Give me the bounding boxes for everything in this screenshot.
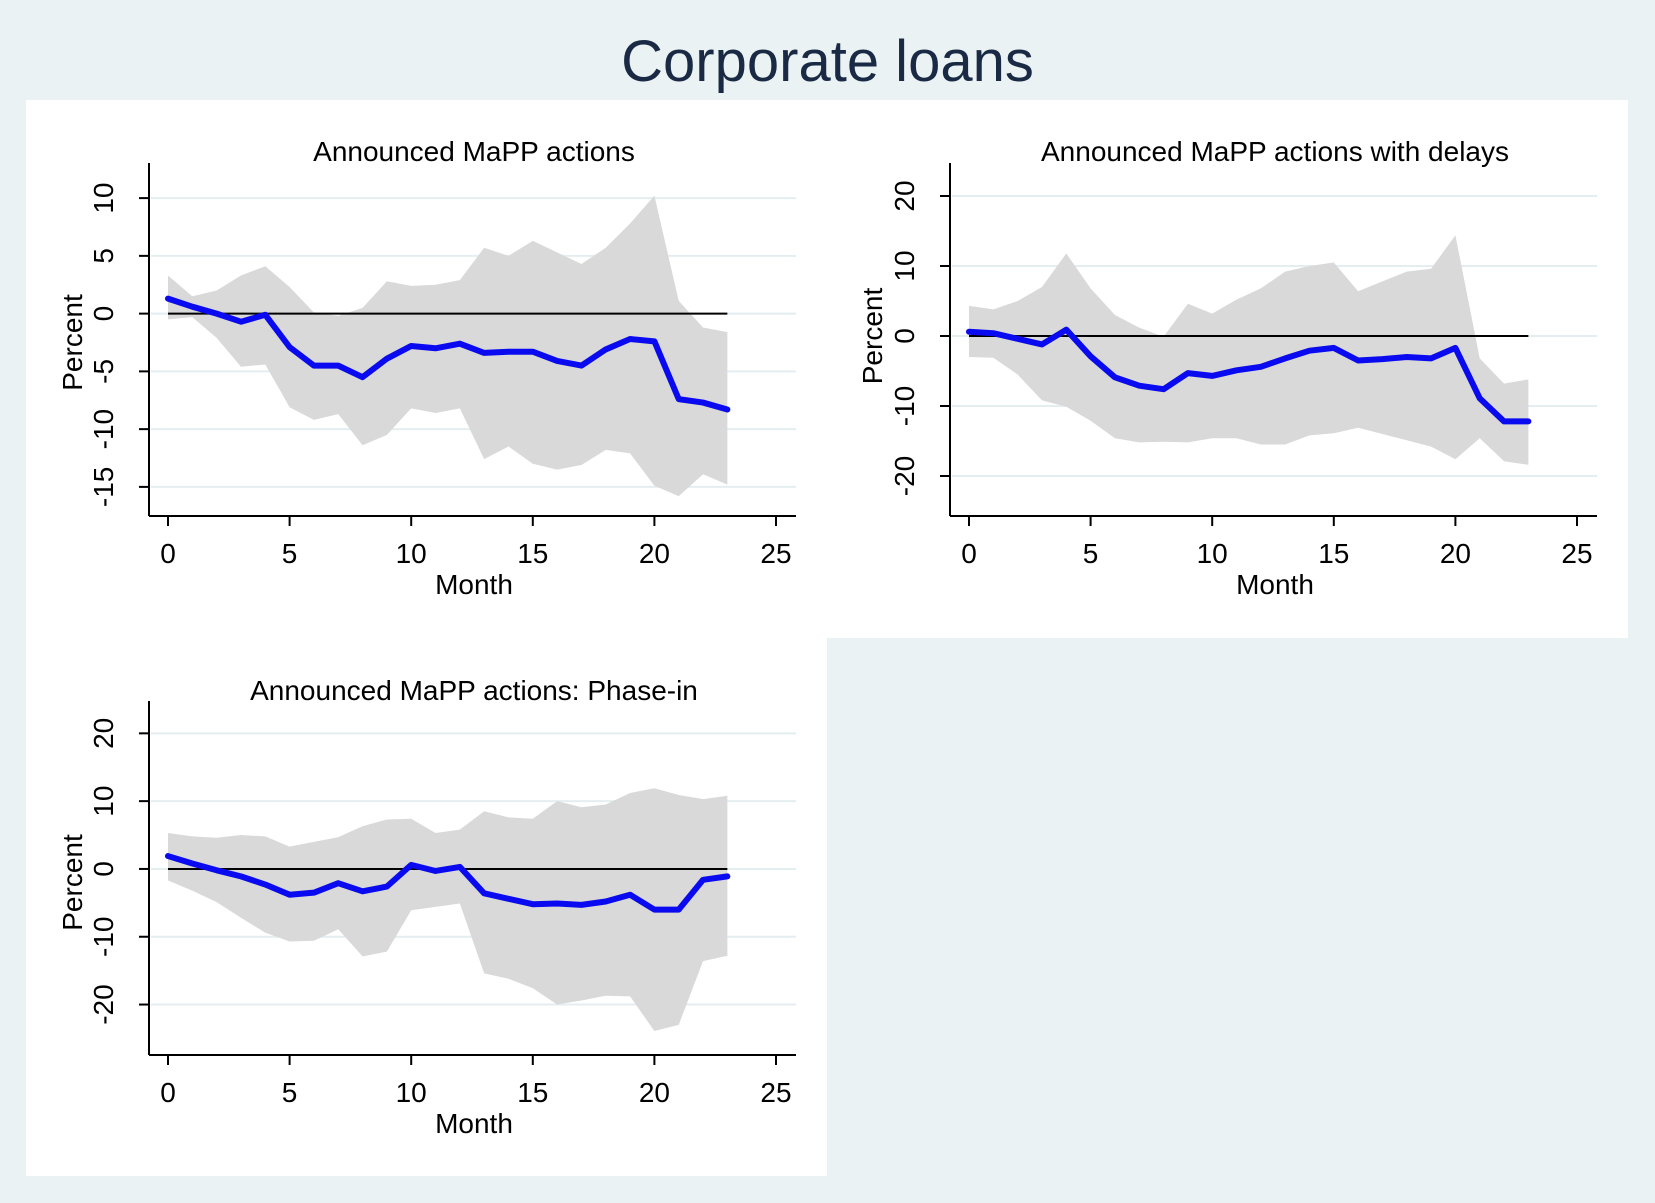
chart-1-y-tick-label: 5: [88, 248, 119, 264]
chart-2-confidence-band: [969, 235, 1529, 465]
figure-title: Corporate loans: [621, 29, 1034, 94]
chart-2-x-tick-label: 15: [1318, 538, 1349, 569]
chart-3-confidence-band: [168, 788, 728, 1031]
chart-3-y-tick-label: -20: [88, 984, 119, 1024]
chart-2-y-tick-label: -20: [889, 456, 920, 496]
chart-3-y-tick-label: 10: [88, 786, 119, 817]
chart-1-x-tick-label: 20: [639, 538, 670, 569]
chart-1-title: Announced MaPP actions: [313, 136, 635, 167]
chart-1-x-tick-label: 25: [760, 538, 791, 569]
chart-1-y-axis-label: Percent: [57, 294, 88, 391]
chart-3-x-tick-label: 20: [639, 1077, 670, 1108]
chart-2-x-tick-label: 25: [1561, 538, 1592, 569]
chart-3-title: Announced MaPP actions: Phase-in: [250, 675, 698, 706]
chart-2-y-tick-label: -10: [889, 386, 920, 426]
chart-1-y-tick-label: 0: [88, 306, 119, 322]
chart-2-y-tick-label: 10: [889, 250, 920, 281]
chart-2-series-line: [966, 326, 1532, 425]
chart-2-x-tick-label: 5: [1083, 538, 1099, 569]
chart-2-y-tick-label: 0: [889, 328, 920, 344]
chart-1-x-tick-label: 10: [396, 538, 427, 569]
chart-2-y-axis-label: Percent: [857, 288, 888, 385]
chart-2-x-tick-label: 0: [961, 538, 977, 569]
chart-1-x-tick-label: 15: [517, 538, 548, 569]
chart-3-x-tick-label: 10: [396, 1077, 427, 1108]
chart-1-x-tick-label: 5: [282, 538, 298, 569]
chart-2-x-axis-label: Month: [1236, 569, 1314, 600]
chart-3-x-tick-label: 0: [160, 1077, 176, 1108]
chart-3-series-line: [165, 853, 731, 913]
chart-2-x-tick-label: 10: [1197, 538, 1228, 569]
chart-3-x-tick-label: 25: [760, 1077, 791, 1108]
chart-1-y-tick-label: -5: [88, 359, 119, 384]
chart-2-x-tick-label: 20: [1440, 538, 1471, 569]
chart-1-series-line: [165, 295, 731, 413]
chart-3-x-axis-label: Month: [435, 1108, 513, 1139]
chart-3-y-axis-label: Percent: [57, 834, 88, 931]
chart-3-y-tick-label: -10: [88, 917, 119, 957]
chart-2-y-tick-label: 20: [889, 180, 920, 211]
chart-3-y-tick-label: 20: [88, 718, 119, 749]
chart-3-y-tick-label: 0: [88, 861, 119, 877]
chart-3-x-tick-label: 5: [282, 1077, 298, 1108]
chart-1-x-tick-label: 0: [160, 538, 176, 569]
chart-1-y-tick-label: -15: [88, 467, 119, 507]
chart-1-y-tick-label: 10: [88, 183, 119, 214]
chart-1-y-tick-label: -10: [88, 409, 119, 449]
chart-2-title: Announced MaPP actions with delays: [1041, 136, 1509, 167]
chart-3-x-tick-label: 15: [517, 1077, 548, 1108]
chart-1-x-axis-label: Month: [435, 569, 513, 600]
